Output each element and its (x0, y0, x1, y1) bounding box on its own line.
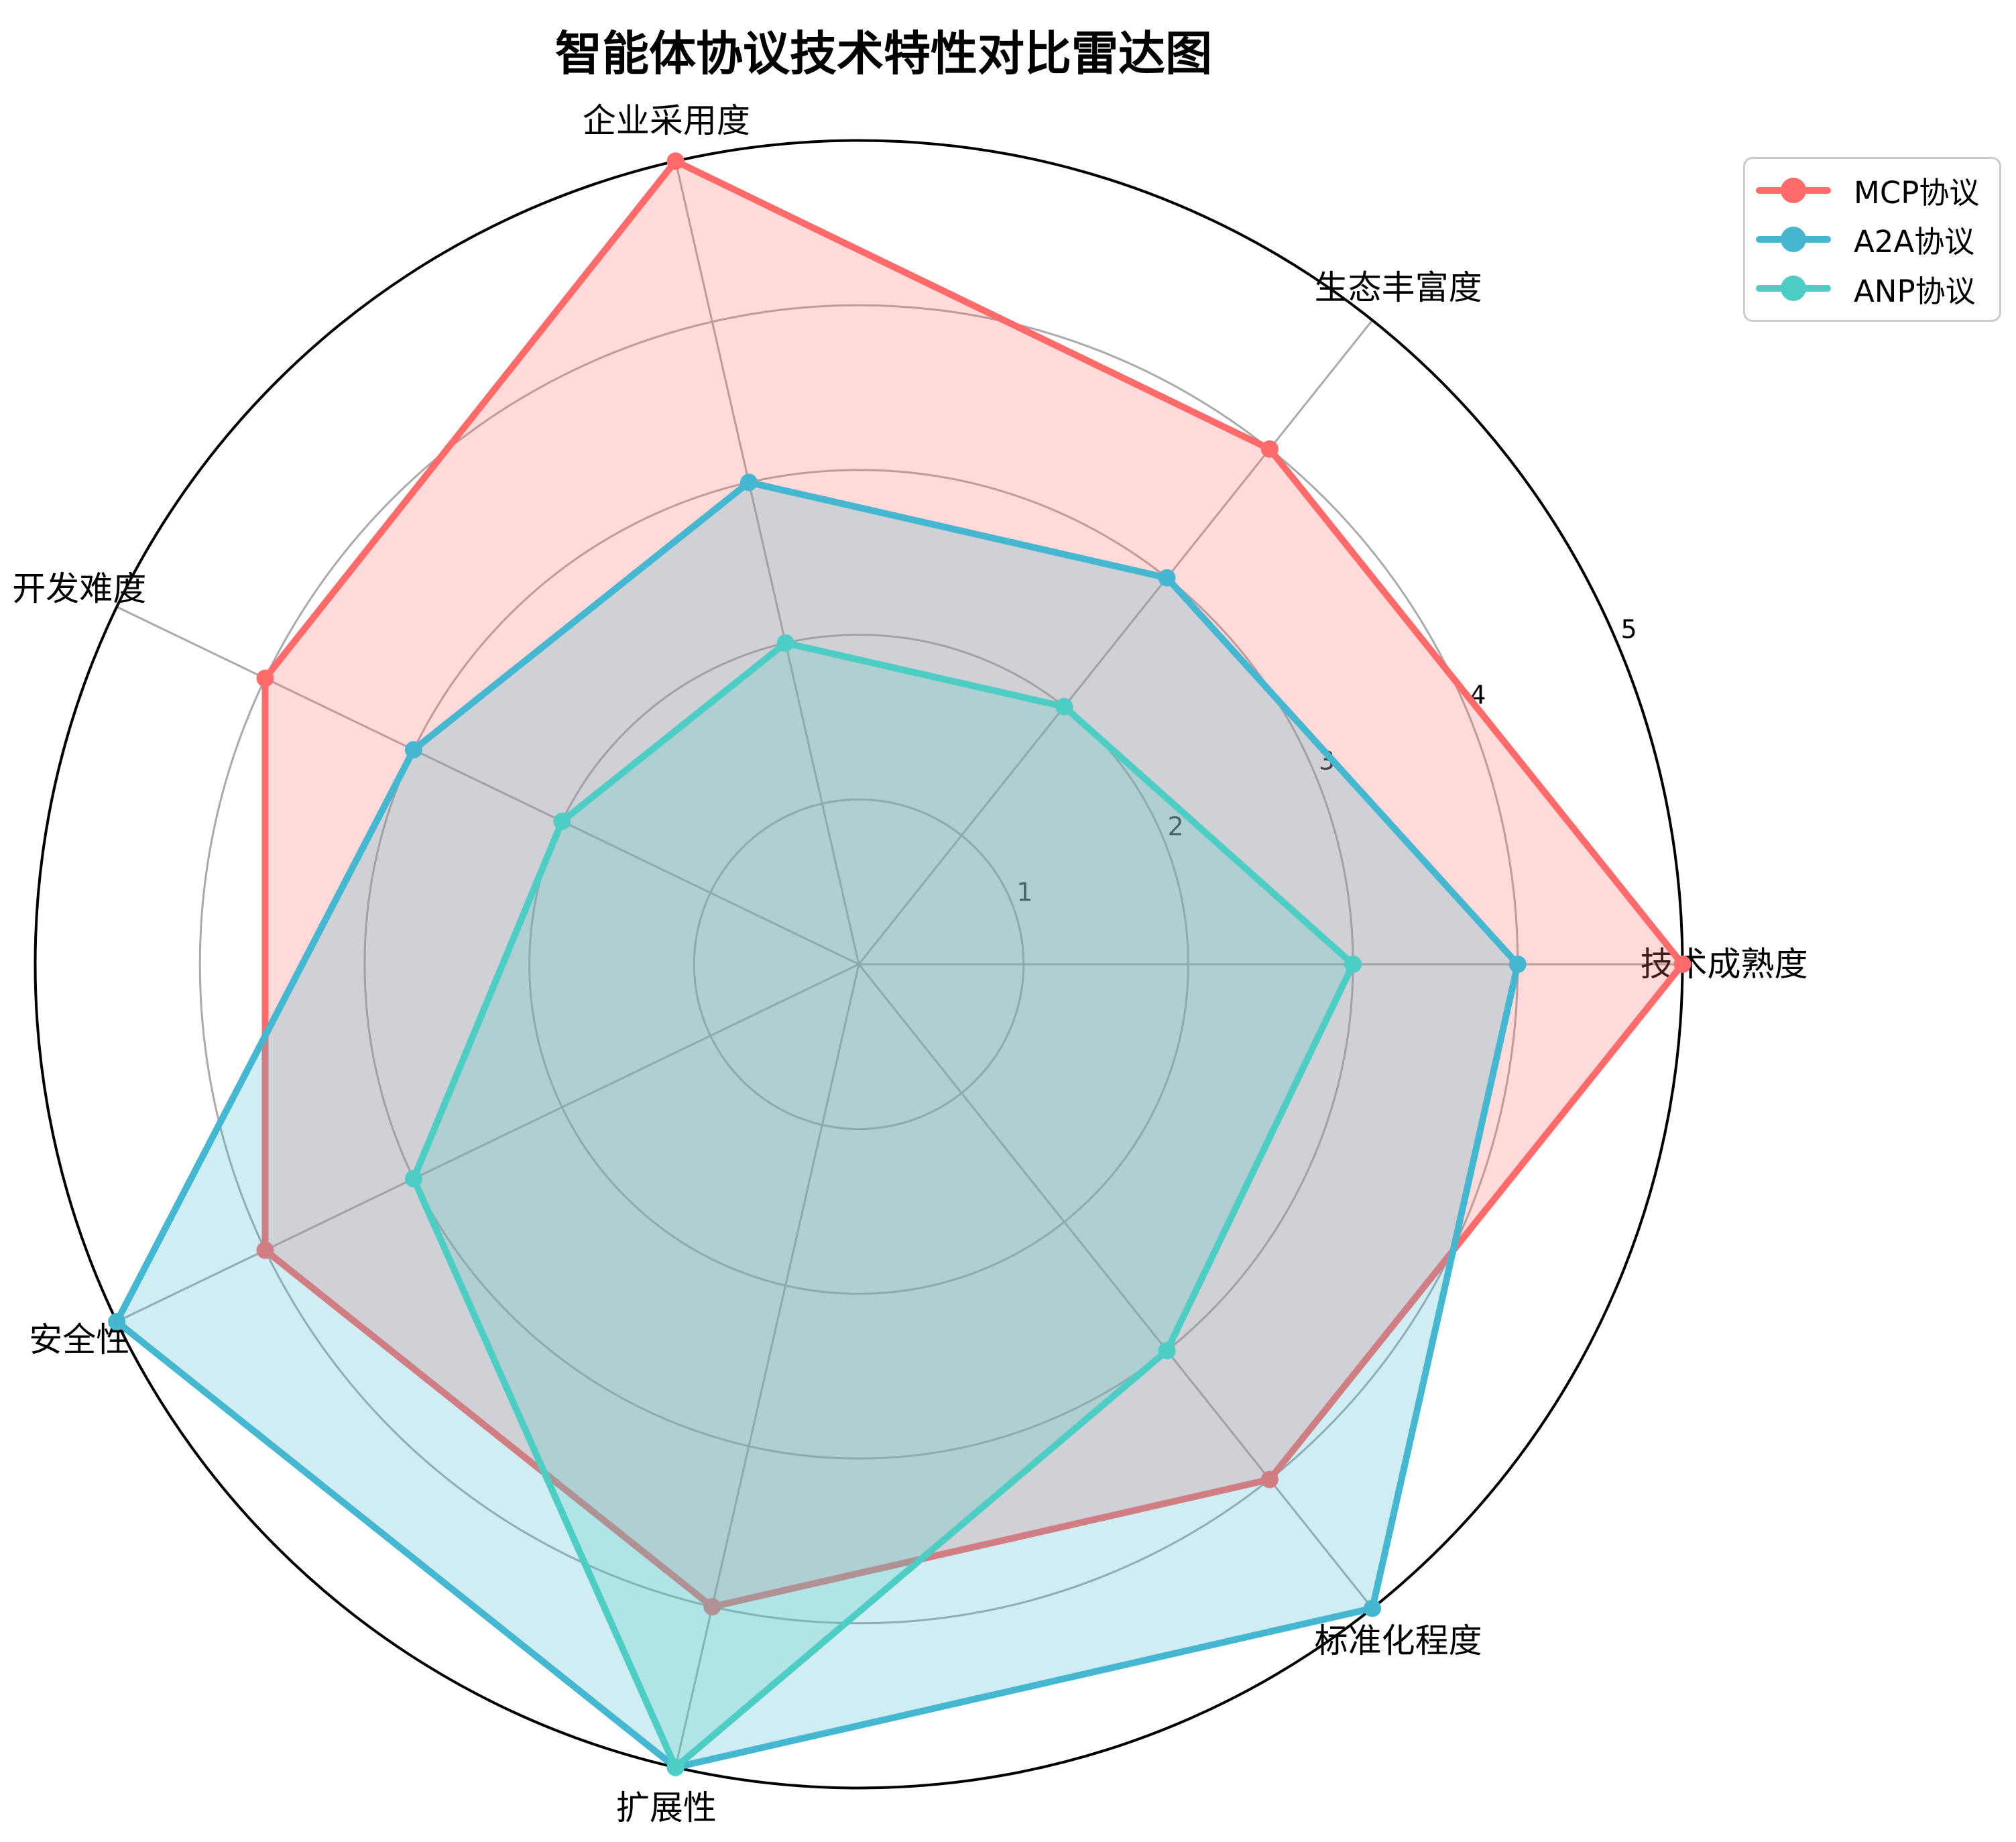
series-outline (261, 158, 1686, 1611)
series-area (413, 642, 1354, 1768)
category-label-2: 企业采用度 (583, 101, 750, 140)
data-point-marker (1673, 956, 1692, 973)
data-point-marker (1508, 956, 1527, 973)
data-point-marker (1260, 1471, 1279, 1489)
chart-title: 智能体协议技术特性对比雷达图 (555, 26, 1212, 81)
legend: MCP协议 A2A协议 ANP协议 (1743, 157, 2001, 322)
axis-spoke (857, 964, 1374, 1609)
data-point-marker (108, 1313, 126, 1330)
series-outline (410, 639, 1357, 1771)
legend-item: ANP协议 (1756, 265, 1987, 312)
data-point-marker (256, 1241, 274, 1259)
legend-label: A2A协议 (1854, 224, 1975, 260)
axis-spoke (857, 319, 1374, 965)
category-label-5: 扩展性 (616, 1788, 717, 1827)
series-1 (108, 473, 1527, 1776)
data-point-marker (666, 152, 685, 170)
legend-label: ANP协议 (1854, 273, 1976, 309)
data-point-marker (256, 669, 274, 687)
data-point-marker (404, 1169, 422, 1188)
legend-marker-dot-icon (1781, 177, 1806, 203)
axis-spoke (674, 964, 860, 1768)
legend-line-swatch (1756, 226, 1831, 252)
legend-line-swatch (1756, 276, 1831, 302)
category-label-3: 开发难度 (12, 569, 146, 608)
legend-label: MCP协议 (1854, 175, 1980, 211)
data-point-marker (740, 473, 758, 492)
r-tick-label: 1 (1016, 877, 1032, 907)
data-point-marker (666, 1758, 685, 1776)
data-point-marker (1344, 956, 1362, 973)
r-tick-label: 5 (1621, 615, 1637, 644)
series-area (117, 482, 1518, 1768)
data-point-marker (1158, 569, 1176, 587)
data-point-marker (1260, 440, 1279, 458)
r-tick-label: 2 (1168, 811, 1184, 841)
axis-spoke (116, 606, 859, 966)
series-0 (256, 152, 1692, 1616)
legend-marker-dot-icon (1781, 226, 1806, 252)
data-point-marker (776, 634, 794, 652)
data-point-marker (404, 741, 422, 759)
data-point-marker (1158, 1342, 1176, 1360)
data-point-marker (1055, 697, 1073, 715)
data-point-marker (1364, 1599, 1381, 1617)
data-point-marker (703, 1598, 721, 1616)
category-label-6: 标准化程度 (1315, 1621, 1482, 1660)
legend-line-swatch (1756, 177, 1831, 203)
series-2 (404, 634, 1362, 1776)
legend-item: MCP协议 (1756, 167, 1987, 214)
legend-item: A2A协议 (1756, 216, 1987, 263)
legend-marker-dot-icon (1781, 276, 1806, 302)
series-outline (113, 479, 1521, 1771)
axis-spoke (116, 963, 859, 1323)
category-label-1: 生态丰富度 (1315, 268, 1482, 307)
data-point-marker (553, 812, 571, 830)
axis-spoke (674, 160, 860, 965)
